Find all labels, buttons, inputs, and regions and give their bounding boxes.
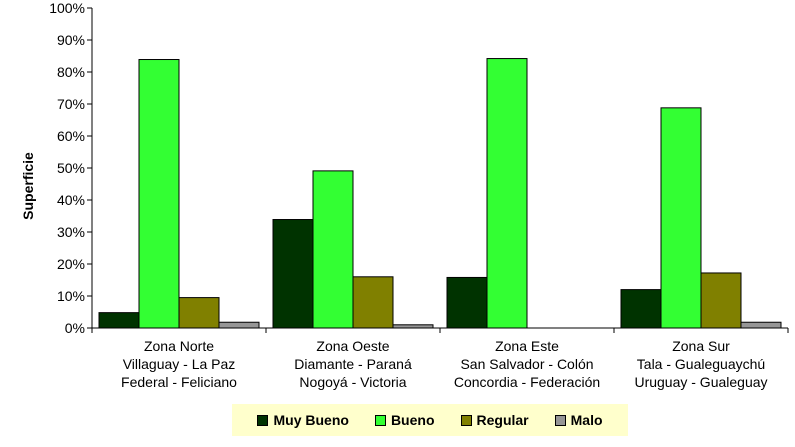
category-label: Zona Este bbox=[495, 338, 559, 354]
category-label: Tala - Gualeguaychú bbox=[637, 356, 765, 372]
bar bbox=[620, 289, 662, 329]
bar bbox=[312, 170, 354, 329]
category-label: Zona Oeste bbox=[316, 338, 389, 354]
legend-label: Regular bbox=[476, 412, 529, 428]
legend-swatch bbox=[374, 414, 386, 426]
y-tick-label: 80% bbox=[57, 64, 85, 80]
y-axis-ticks: 0% 10% 20% 30% 40% 50% 60% 70% 80% 90% 100% bbox=[49, 0, 92, 336]
bar bbox=[178, 297, 220, 329]
legend: Muy Bueno Bueno Regular Malo bbox=[232, 404, 628, 436]
legend-item: Bueno bbox=[374, 412, 435, 428]
bar bbox=[272, 219, 314, 329]
y-tick-label: 40% bbox=[57, 192, 85, 208]
legend-swatch bbox=[460, 414, 472, 426]
category-label: Nogoyá - Victoria bbox=[299, 374, 406, 390]
category-label: Concordia - Federación bbox=[454, 374, 600, 390]
legend-label: Malo bbox=[570, 412, 603, 428]
category-label: Diamante - Paraná bbox=[294, 356, 412, 372]
bar bbox=[486, 58, 528, 329]
y-tick-label: 30% bbox=[57, 224, 85, 240]
legend-item: Muy Bueno bbox=[257, 412, 349, 428]
y-tick-label: 90% bbox=[57, 32, 85, 48]
category-label: Zona Norte bbox=[144, 338, 214, 354]
x-axis bbox=[91, 8, 789, 333]
category-labels: Zona Norte Villaguay - La Paz Federal - Fe… bbox=[121, 338, 768, 390]
category-label: San Salvador - Colón bbox=[460, 356, 593, 372]
bar bbox=[740, 321, 782, 329]
y-axis-label: Superficie bbox=[20, 152, 36, 220]
y-tick-label: 20% bbox=[57, 256, 85, 272]
category-label: Villaguay - La Paz bbox=[123, 356, 236, 372]
legend-label: Muy Bueno bbox=[273, 412, 349, 428]
legend-item: Regular bbox=[460, 412, 529, 428]
bar bbox=[446, 276, 488, 329]
legend-swatch bbox=[554, 414, 566, 426]
legend-swatch bbox=[257, 414, 269, 426]
bar bbox=[218, 321, 260, 329]
bar-groups bbox=[98, 58, 782, 329]
bar bbox=[138, 59, 180, 329]
bar bbox=[660, 107, 702, 329]
bar bbox=[352, 276, 394, 329]
category-label: Uruguay - Gualeguay bbox=[634, 374, 767, 390]
y-tick-label: 10% bbox=[57, 288, 85, 304]
category-label: Zona Sur bbox=[672, 338, 730, 354]
bar bbox=[700, 272, 742, 329]
y-tick-label: 0% bbox=[65, 320, 85, 336]
y-tick-label: 100% bbox=[49, 0, 85, 16]
y-tick-label: 50% bbox=[57, 160, 85, 176]
bar bbox=[98, 312, 140, 329]
y-tick-label: 70% bbox=[57, 96, 85, 112]
y-tick-label: 60% bbox=[57, 128, 85, 144]
legend-item: Malo bbox=[554, 412, 603, 428]
legend-label: Bueno bbox=[390, 412, 435, 428]
category-label: Federal - Feliciano bbox=[121, 374, 237, 390]
